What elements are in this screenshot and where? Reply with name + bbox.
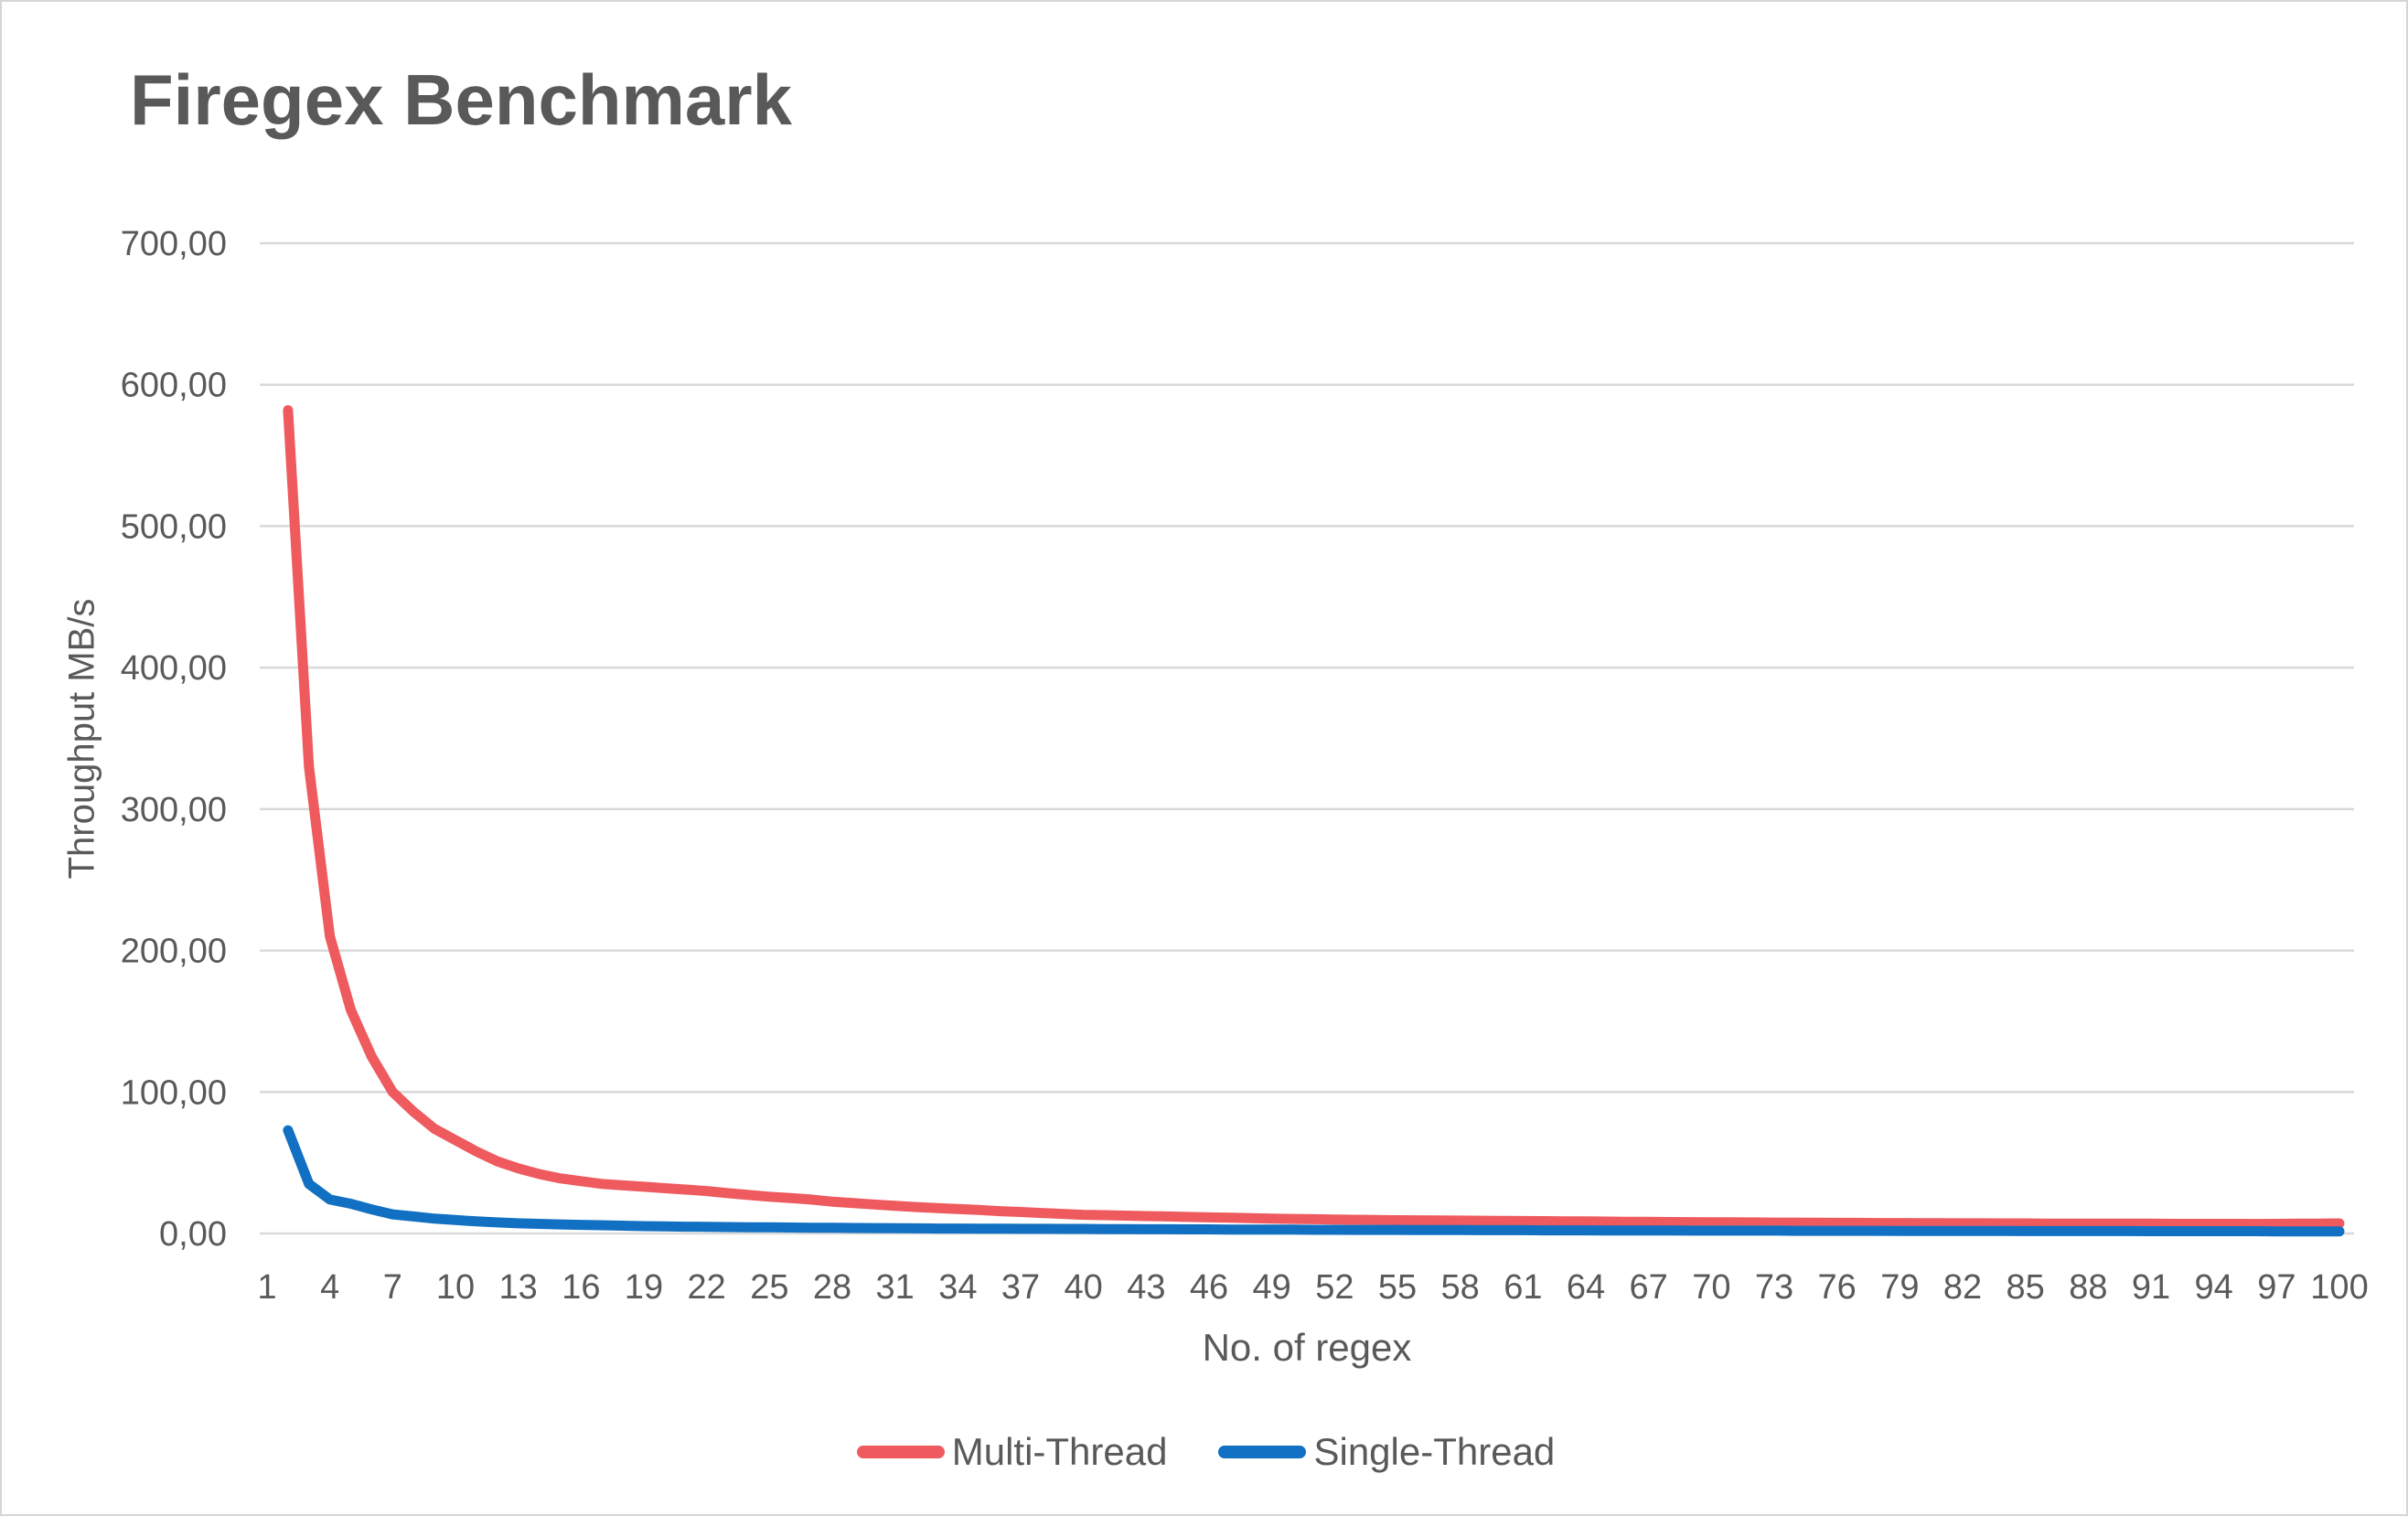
y-tick-label: 300,00 [121, 791, 227, 829]
x-tick-label: 25 [750, 1268, 788, 1307]
x-tick-label: 40 [1065, 1268, 1103, 1307]
x-tick-label: 28 [813, 1268, 851, 1307]
x-tick-label: 64 [1567, 1268, 1605, 1307]
x-tick-label: 34 [938, 1268, 977, 1307]
x-tick-label: 1 [257, 1268, 276, 1307]
x-tick-label: 19 [625, 1268, 663, 1307]
x-tick-label: 49 [1253, 1268, 1291, 1307]
legend-item-single-thread: Single-Thread [1218, 1430, 1555, 1474]
x-tick-label: 58 [1441, 1268, 1480, 1307]
x-tick-label: 7 [383, 1268, 402, 1307]
x-tick-label: 76 [1818, 1268, 1857, 1307]
x-tick-label: 37 [1001, 1268, 1040, 1307]
single-thread-legend-label: Single-Thread [1313, 1430, 1556, 1473]
x-tick-label: 52 [1315, 1268, 1354, 1307]
single-thread-legend-marker [1218, 1446, 1307, 1458]
multi-thread-legend-label: Multi-Thread [951, 1430, 1168, 1473]
x-axis-title: No. of regex [1202, 1326, 1412, 1369]
x-tick-label: 22 [688, 1268, 726, 1307]
x-tick-label: 79 [1880, 1268, 1919, 1307]
x-tick-label: 88 [2069, 1268, 2107, 1307]
x-tick-label: 10 [436, 1268, 475, 1307]
x-tick-label: 73 [1755, 1268, 1793, 1307]
x-tick-label: 67 [1630, 1268, 1668, 1307]
y-tick-label: 100,00 [121, 1073, 227, 1112]
x-tick-label: 82 [1943, 1268, 1982, 1307]
y-tick-label: 600,00 [121, 367, 227, 405]
legend-item-multi-thread: Multi-Thread [856, 1430, 1168, 1474]
x-tick-label: 85 [2007, 1268, 2045, 1307]
y-tick-label: 0,00 [159, 1215, 227, 1254]
legend: Multi-Thread Single-Thread [2, 1430, 2406, 1474]
x-tick-label: 97 [2257, 1268, 2296, 1307]
x-tick-label: 94 [2195, 1268, 2233, 1307]
x-tick-label: 43 [1127, 1268, 1165, 1307]
x-tick-label: 70 [1692, 1268, 1730, 1307]
x-tick-label: 91 [2132, 1268, 2170, 1307]
x-tick-label: 46 [1190, 1268, 1228, 1307]
chart-title: Firegex Benchmark [130, 59, 792, 140]
x-tick-label: 61 [1504, 1268, 1542, 1307]
multi-thread-legend-marker [856, 1446, 945, 1458]
y-tick-label: 400,00 [121, 649, 227, 688]
x-tick-label: 100 [2310, 1268, 2368, 1307]
x-tick-label: 13 [499, 1268, 538, 1307]
y-tick-label: 200,00 [121, 933, 227, 971]
x-tick-label: 4 [320, 1268, 339, 1307]
x-tick-label: 55 [1378, 1268, 1417, 1307]
x-tick-label: 31 [876, 1268, 915, 1307]
y-tick-label: 500,00 [121, 507, 227, 546]
single-thread-line [283, 1125, 2345, 1237]
y-tick-label: 700,00 [121, 225, 227, 263]
multi-thread-line [283, 405, 2345, 1230]
x-tick-label: 16 [562, 1268, 600, 1307]
